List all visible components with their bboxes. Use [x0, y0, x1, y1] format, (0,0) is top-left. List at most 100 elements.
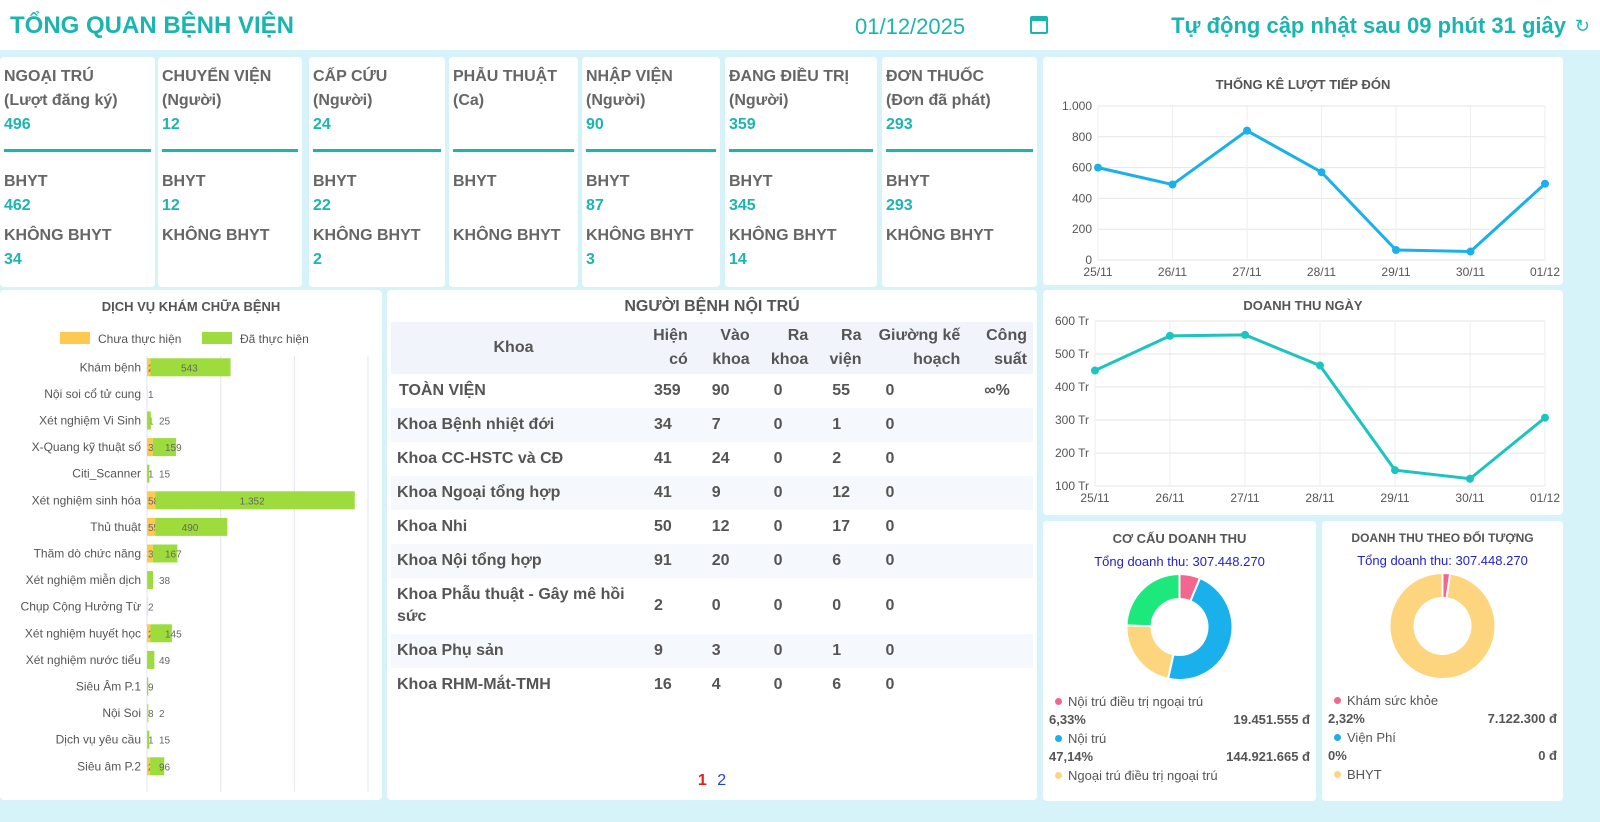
legend-swatch [202, 332, 232, 344]
bar-segment [150, 757, 165, 776]
legend-swatch [60, 332, 90, 344]
department-name: Khoa Phẫu thuật - Gây mê hồi sức [397, 586, 625, 625]
data-point [1243, 126, 1251, 135]
total-revenue: Tổng doanh thu: 307.448.270 [1094, 554, 1265, 569]
bar-segment [150, 624, 172, 643]
data-label: 490 [182, 523, 199, 534]
inpatient-panel: NGƯỜI BỆNH NỘI TRÚ Khoa Hiện có Vào khoa Ra… [387, 290, 1037, 800]
category-label: Siêu Âm P.1 [76, 679, 141, 694]
total-revenue: Tổng doanh thu: 307.448.270 [1357, 553, 1528, 568]
stat-card: NGOẠI TRÚ (Lượt đăng ký) 496 BHYT 462 KH… [0, 57, 155, 287]
table-row: Khoa Phẫu thuật - Gây mê hồi sức 2 0 0 0 0 [391, 578, 1033, 634]
x-tick-label: 500 [211, 797, 231, 799]
divider [4, 149, 151, 152]
cell-value: 0 [885, 382, 895, 399]
card-title: ĐANG ĐIỀU TRỊ [729, 68, 849, 85]
bar-segment [147, 491, 156, 510]
data-label: 38 [159, 576, 171, 587]
cell-value: 0 [885, 416, 895, 433]
legend-item[interactable]: Nội trú [1043, 731, 1316, 746]
data-label: 145 [165, 629, 182, 640]
legend-item[interactable]: Ngoại trú điều trị ngoại trú [1043, 768, 1316, 783]
cell-value: 34 [654, 416, 672, 433]
department-name: Khoa Ngoại tổng hợp [397, 484, 561, 501]
cell-value: 0 [773, 416, 783, 433]
card-total: 293 [886, 116, 913, 133]
card-title: CHUYỂN VIỆN [162, 68, 272, 85]
column-header: Công suất [966, 322, 1033, 374]
data-point [1166, 331, 1174, 340]
bhyt-label: BHYT [586, 173, 630, 190]
cell-value: 91 [654, 552, 672, 569]
legend-item[interactable]: Viện Phí [1322, 730, 1563, 745]
table-row: Khoa CC-HSTC và CĐ 41 24 0 2 0 [391, 442, 1033, 476]
bhyt-label: BHYT [886, 173, 930, 190]
bhyt-label: BHYT [453, 173, 497, 190]
data-label: 1.352 [240, 496, 265, 507]
x-tick-label: 25/11 [1080, 491, 1109, 505]
data-point [1392, 245, 1400, 254]
category-label: Nội soi cổ tử cung [44, 387, 141, 401]
bar-segment [150, 358, 231, 377]
legend-dot-icon [1055, 698, 1062, 705]
card-unit: (Đơn đã phát) [886, 92, 991, 109]
bar-segment [147, 757, 151, 776]
page-1-link[interactable]: 1 [697, 772, 707, 789]
data-label: 25 [159, 417, 171, 428]
x-tick-label: 30/11 [1456, 265, 1485, 279]
x-tick-label: 28/11 [1305, 491, 1334, 505]
cell-value: 0 [885, 597, 895, 614]
legend-dot-icon [1055, 735, 1062, 742]
cell-value: 90 [711, 382, 730, 399]
stat-card: CẤP CỨU (Người) 24 BHYT 22 KHÔNG BHYT 2 [309, 57, 445, 287]
chart-title: DOANH THU NGÀY [1243, 298, 1363, 313]
legend-item[interactable]: BHYT [1322, 767, 1563, 782]
non-bhyt-value: 34 [4, 251, 22, 268]
cell-value: 6 [832, 552, 842, 569]
cell-value: 0 [711, 597, 721, 614]
divider [453, 149, 574, 152]
bar-segment [147, 677, 149, 696]
x-tick-label: 01/12 [1530, 265, 1560, 279]
cell-value: 0 [773, 450, 783, 467]
card-unit: (Lượt đăng ký) [4, 92, 118, 109]
column-header: Vào khoa [693, 322, 756, 374]
x-tick-label: 26/11 [1155, 491, 1184, 505]
data-label: 167 [165, 550, 182, 561]
column-header: Ra khoa [755, 322, 815, 374]
chart-title: CƠ CẤU DOANH THU [1112, 531, 1247, 546]
calendar-icon[interactable] [1030, 16, 1048, 34]
category-label: Thủ thuật [90, 520, 141, 534]
data-point [1094, 163, 1102, 172]
card-unit: (Ca) [453, 92, 485, 109]
cell-value: 0 [885, 450, 895, 467]
donut-slice [1388, 571, 1497, 680]
category-label: Xét nghiệm nước tiểu [26, 653, 141, 667]
date-picker-value[interactable]: 01/12/2025 [855, 14, 966, 39]
data-label: 58 [148, 496, 160, 507]
card-title: NHẬP VIỆN [586, 68, 673, 85]
card-total: 496 [4, 116, 31, 133]
department-name: Khoa Phụ sản [397, 642, 504, 659]
y-tick-label: 600 Tr [1055, 314, 1089, 328]
x-tick-label: 1.500 [353, 797, 382, 799]
revenue-structure-donut [1125, 572, 1234, 681]
bar-segment [155, 491, 355, 510]
cell-value: ∞% [984, 382, 1010, 399]
cell-value [966, 476, 1033, 510]
page-2-link[interactable]: 2 [717, 772, 727, 789]
bar-segment [152, 544, 178, 563]
department-name: Khoa Nhi [397, 518, 468, 535]
legend-percent: 0% [1328, 748, 1347, 763]
data-label: 1 [148, 736, 154, 747]
legend-item[interactable]: Nội trú điều trị ngoại trú [1043, 694, 1316, 709]
department-name: Khoa RHM-Mắt-TMH [397, 676, 551, 693]
x-tick-label: 1.000 [279, 797, 309, 799]
cell-value [966, 634, 1033, 668]
legend-amount: 0 đ [1538, 748, 1557, 763]
legend-item[interactable]: Khám sức khỏe [1322, 693, 1563, 708]
cell-value [966, 408, 1033, 442]
cell-value: 50 [654, 518, 672, 535]
refresh-icon[interactable]: ↻ [1574, 16, 1590, 36]
revenue-object-panel: DOANH THU THEO ĐỐI TƯỢNG Tổng doanh thu:… [1322, 521, 1563, 801]
